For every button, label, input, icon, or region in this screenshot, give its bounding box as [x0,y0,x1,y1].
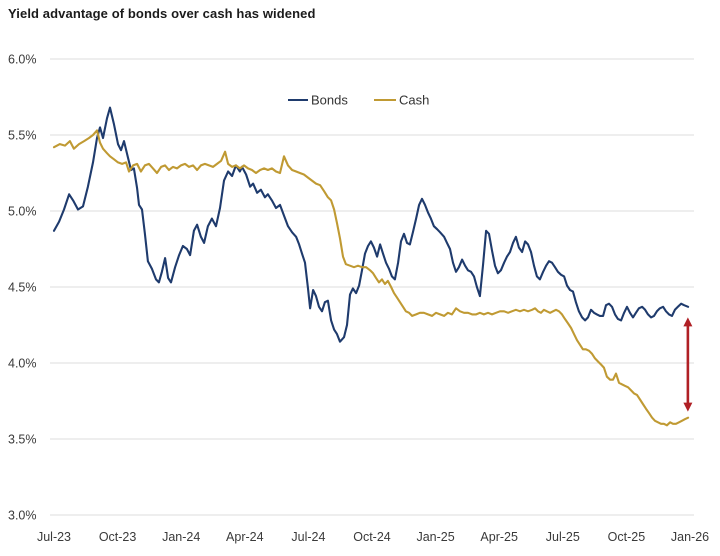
bonds-legend-label: Bonds [311,93,348,108]
y-tick-label: 4.0% [8,357,37,371]
arrow-head-up-icon [683,317,693,327]
cash-legend-label: Cash [399,93,429,108]
x-tick-label: Apr-24 [226,530,264,544]
x-tick-label: Jan-24 [162,530,200,544]
x-tick-label: Jul-25 [546,530,580,544]
cash-series-line [52,129,690,427]
bonds-series-line [52,106,690,343]
chart-title: Yield advantage of bonds over cash has w… [8,6,316,21]
x-tick-label: Oct-23 [99,530,137,544]
x-tick-label: Jul-24 [291,530,325,544]
y-tick-label: 3.5% [8,433,37,447]
x-tick-label: Jul-23 [37,530,71,544]
y-tick-label: 3.0% [8,509,37,523]
x-tick-label: Jan-25 [416,530,454,544]
y-axis-labels: 6.0% 5.5% 5.0% 4.5% 4.0% 3.5% 3.0% [8,53,37,523]
gridlines [50,58,694,516]
x-tick-label: Jan-26 [671,530,709,544]
x-tick-label: Oct-24 [353,530,391,544]
x-axis-labels: Jul-23 Oct-23 Jan-24 Apr-24 Jul-24 Oct-24 Jan-… [37,530,709,544]
yield-gap-arrow [683,317,693,412]
y-tick-label: 6.0% [8,53,37,67]
x-tick-label: Apr-25 [480,530,518,544]
y-tick-label: 5.0% [8,205,37,219]
legend: Bonds Cash [288,93,429,108]
y-tick-label: 4.5% [8,281,37,295]
y-tick-label: 5.5% [8,129,37,143]
arrow-head-down-icon [683,402,693,412]
x-tick-label: Oct-25 [608,530,646,544]
